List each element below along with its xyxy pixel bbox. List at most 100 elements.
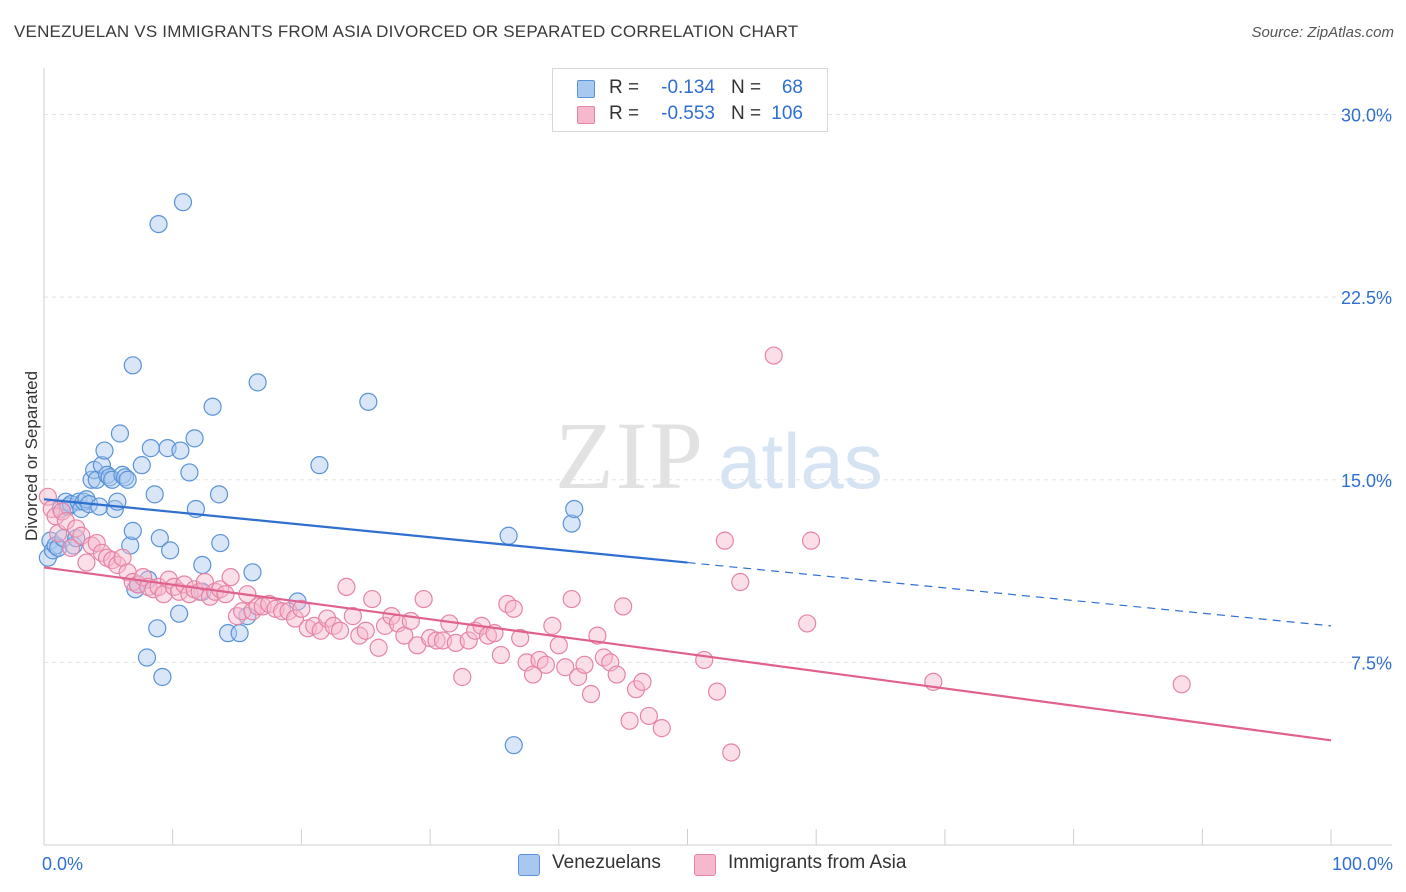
data-point bbox=[248, 597, 267, 616]
data-point bbox=[708, 682, 727, 701]
data-point bbox=[115, 468, 135, 487]
data-point bbox=[216, 585, 235, 604]
data-point bbox=[330, 621, 350, 640]
data-point bbox=[453, 667, 472, 687]
data-point bbox=[285, 609, 305, 628]
data-point bbox=[171, 441, 190, 460]
asia-swatch bbox=[577, 106, 595, 124]
data-point bbox=[161, 541, 180, 560]
zipatlas-watermark: ZIP atlas bbox=[555, 402, 883, 509]
legend-label: Immigrants from Asia bbox=[728, 852, 907, 873]
data-point bbox=[549, 636, 568, 655]
data-point bbox=[556, 658, 575, 677]
data-point bbox=[639, 706, 658, 726]
data-point bbox=[180, 463, 199, 482]
y-tick-label: 7.5% bbox=[1351, 653, 1392, 673]
data-point bbox=[211, 533, 230, 553]
data-point bbox=[148, 619, 167, 638]
data-point bbox=[141, 439, 160, 458]
data-point bbox=[633, 672, 652, 691]
r-value: -0.134 bbox=[661, 77, 715, 98]
data-point bbox=[292, 599, 311, 618]
y-tick-label: 15.0% bbox=[1341, 471, 1392, 491]
data-point bbox=[56, 512, 75, 531]
data-point bbox=[511, 628, 530, 648]
data-point bbox=[173, 193, 193, 212]
chart-title: VENEZUELAN VS IMMIGRANTS FROM ASIA DIVOR… bbox=[14, 22, 799, 41]
data-point bbox=[764, 346, 783, 365]
data-point bbox=[92, 543, 112, 562]
data-point bbox=[209, 485, 229, 504]
legend-label: Venezuelans bbox=[552, 852, 661, 873]
data-point bbox=[90, 497, 109, 516]
data-point bbox=[414, 589, 433, 609]
data-point bbox=[356, 621, 375, 640]
data-point bbox=[562, 589, 581, 609]
trend-lines bbox=[43, 498, 1332, 742]
data-point bbox=[575, 655, 594, 674]
data-point bbox=[113, 465, 132, 484]
data-point bbox=[221, 568, 240, 587]
series-immigrants-from-asia bbox=[38, 346, 1191, 762]
data-point bbox=[731, 572, 750, 592]
x-tick-label: 100.0% bbox=[1332, 854, 1393, 874]
n-label: N = bbox=[731, 77, 762, 98]
watermark-zip: ZIP bbox=[555, 402, 705, 509]
n-label: N = bbox=[731, 103, 762, 124]
data-point bbox=[369, 638, 388, 657]
data-point bbox=[337, 577, 356, 596]
data-point bbox=[87, 533, 106, 553]
data-point bbox=[123, 356, 142, 375]
r-label: R = bbox=[609, 77, 640, 98]
data-point bbox=[243, 563, 262, 582]
y-tick-label: 22.5% bbox=[1341, 288, 1392, 308]
data-point bbox=[145, 485, 164, 504]
data-point bbox=[203, 397, 222, 416]
data-point bbox=[715, 531, 734, 550]
data-point bbox=[77, 553, 96, 572]
data-point bbox=[95, 441, 114, 460]
venezuelans-swatch bbox=[577, 80, 595, 98]
asia-legend-swatch bbox=[694, 854, 716, 876]
data-point bbox=[543, 616, 562, 635]
data-point bbox=[200, 587, 220, 606]
source-label: Source: ZipAtlas.com bbox=[1251, 24, 1394, 41]
r-label: R = bbox=[609, 103, 640, 124]
data-point bbox=[343, 607, 362, 626]
data-point bbox=[652, 719, 671, 738]
data-point bbox=[185, 429, 204, 448]
data-point bbox=[798, 614, 817, 633]
data-point bbox=[427, 631, 446, 650]
tick-labels: 7.5% 15.0% 22.5% 30.0% 0.0% 100.0% bbox=[42, 106, 1393, 874]
venezuelans-legend-swatch bbox=[518, 854, 540, 876]
data-point bbox=[581, 684, 601, 704]
data-point bbox=[359, 392, 378, 411]
data-point bbox=[626, 680, 646, 699]
data-point bbox=[536, 655, 556, 674]
legend-row-venezuelans: R = -0.134 N = 68 bbox=[553, 75, 827, 101]
data-point bbox=[504, 599, 523, 618]
data-point bbox=[620, 711, 639, 730]
axes bbox=[43, 68, 1392, 846]
trend-line-asia bbox=[43, 566, 1332, 742]
n-value: 68 bbox=[781, 77, 803, 98]
data-point bbox=[243, 602, 262, 621]
data-point bbox=[491, 645, 510, 665]
data-point bbox=[722, 743, 741, 762]
data-point bbox=[170, 604, 189, 623]
data-point bbox=[230, 624, 249, 643]
data-point bbox=[49, 538, 68, 558]
data-point bbox=[110, 424, 130, 443]
trend-line-venezuelans-extension bbox=[687, 561, 1332, 627]
data-point bbox=[132, 456, 151, 475]
watermark-atlas: atlas bbox=[718, 417, 883, 505]
data-point bbox=[459, 631, 478, 650]
data-point bbox=[504, 736, 523, 755]
data-point bbox=[149, 214, 168, 234]
data-point bbox=[363, 589, 382, 609]
data-point bbox=[318, 609, 337, 628]
trend-line-venezuelans bbox=[43, 498, 688, 564]
x-tick-label: 0.0% bbox=[42, 854, 83, 874]
r-value: -0.553 bbox=[661, 103, 715, 124]
